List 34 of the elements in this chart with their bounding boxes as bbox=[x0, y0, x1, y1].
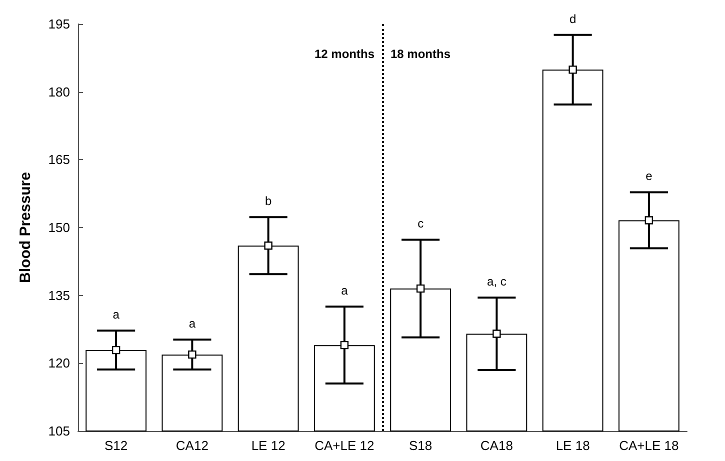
y-tick-label: 195 bbox=[48, 16, 70, 32]
x-tick-label: S18 bbox=[408, 438, 432, 453]
x-tick-label: LE 18 bbox=[556, 438, 590, 453]
y-tick-label: 165 bbox=[48, 152, 70, 168]
y-tick-label: 135 bbox=[48, 288, 70, 303]
y-tick-label: 120 bbox=[48, 356, 70, 371]
annotation: b bbox=[264, 194, 272, 208]
point bbox=[568, 66, 577, 74]
point bbox=[416, 284, 425, 293]
y-tick-label: 105 bbox=[48, 424, 70, 438]
annotation: d bbox=[569, 12, 576, 26]
y-axis-title: Blood Pressure bbox=[17, 172, 34, 283]
x-tick-label: CA+LE 18 bbox=[619, 438, 679, 453]
point bbox=[340, 340, 349, 350]
point bbox=[188, 350, 196, 359]
x-tick-label: LE 12 bbox=[251, 438, 286, 453]
annotation: a bbox=[112, 308, 120, 322]
x-tick-label: S12 bbox=[104, 438, 128, 453]
x-tick-label: CA+LE 12 bbox=[314, 438, 374, 453]
point bbox=[492, 330, 501, 338]
annotation: a bbox=[341, 284, 348, 298]
annotation: 12 months bbox=[314, 47, 375, 61]
annotation: a, c bbox=[487, 274, 506, 289]
point bbox=[644, 216, 654, 224]
x-tick-label: CA18 bbox=[480, 438, 513, 453]
annotation: e bbox=[646, 169, 653, 184]
point bbox=[264, 241, 272, 250]
x-tick-label: CA12 bbox=[176, 438, 208, 453]
y-tick-label: 180 bbox=[48, 84, 70, 100]
annotation: c bbox=[418, 216, 424, 231]
y-tick-label: 150 bbox=[48, 220, 70, 235]
annotation: 18 months bbox=[390, 47, 451, 61]
annotation: a bbox=[188, 316, 196, 331]
point bbox=[112, 346, 120, 354]
